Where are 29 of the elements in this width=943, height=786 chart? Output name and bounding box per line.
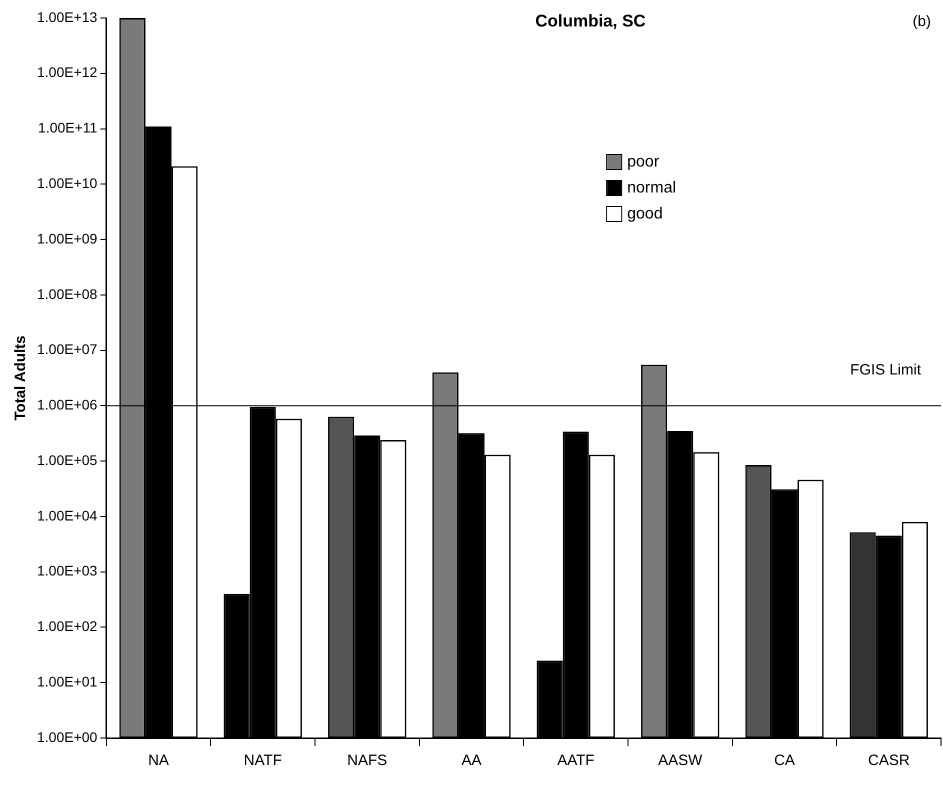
y-tick-label: 1.00E+07 [36, 341, 98, 358]
x-tick-label: CA [774, 752, 795, 770]
chart-title: Columbia, SC [535, 12, 646, 31]
legend-label: good [627, 205, 663, 222]
y-tick-label: 1.00E+11 [38, 120, 98, 136]
y-tick-label: 1.00E+05 [36, 452, 98, 468]
legend-label: normal [627, 179, 676, 196]
y-tick-label: 1.00E+13 [36, 8, 98, 25]
x-tick-label: NAFS [347, 752, 388, 770]
annotation: (b) [912, 13, 931, 30]
y-tick-label: 1.00E+09 [36, 230, 98, 246]
y-tick-label: 1.00E+03 [36, 562, 98, 579]
ref-line-label: FGIS Limit [850, 361, 922, 378]
y-axis-title: Total Adults [12, 336, 30, 420]
x-tick-label: NA [148, 752, 169, 770]
y-tick-label: 1.00E+08 [36, 286, 98, 302]
x-tick-label: AATF [557, 752, 594, 770]
y-tick-label: 1.00E+06 [36, 396, 98, 413]
y-tick-label: 1.00E+12 [36, 64, 98, 80]
x-tick-label: AASW [658, 752, 704, 770]
y-tick-label: 1.00E+02 [36, 618, 98, 634]
legend-label: poor [627, 153, 660, 170]
x-tick-label: CASR [868, 752, 910, 770]
y-tick-label: 1.00E+04 [36, 507, 98, 524]
y-tick-label: 1.00E+00 [36, 728, 98, 745]
x-tick-label: AA [461, 752, 482, 770]
y-tick-label: 1.00E+10 [36, 175, 98, 192]
x-tick-label: NATF [244, 752, 282, 770]
y-tick-label: 1.00E+01 [36, 673, 98, 690]
